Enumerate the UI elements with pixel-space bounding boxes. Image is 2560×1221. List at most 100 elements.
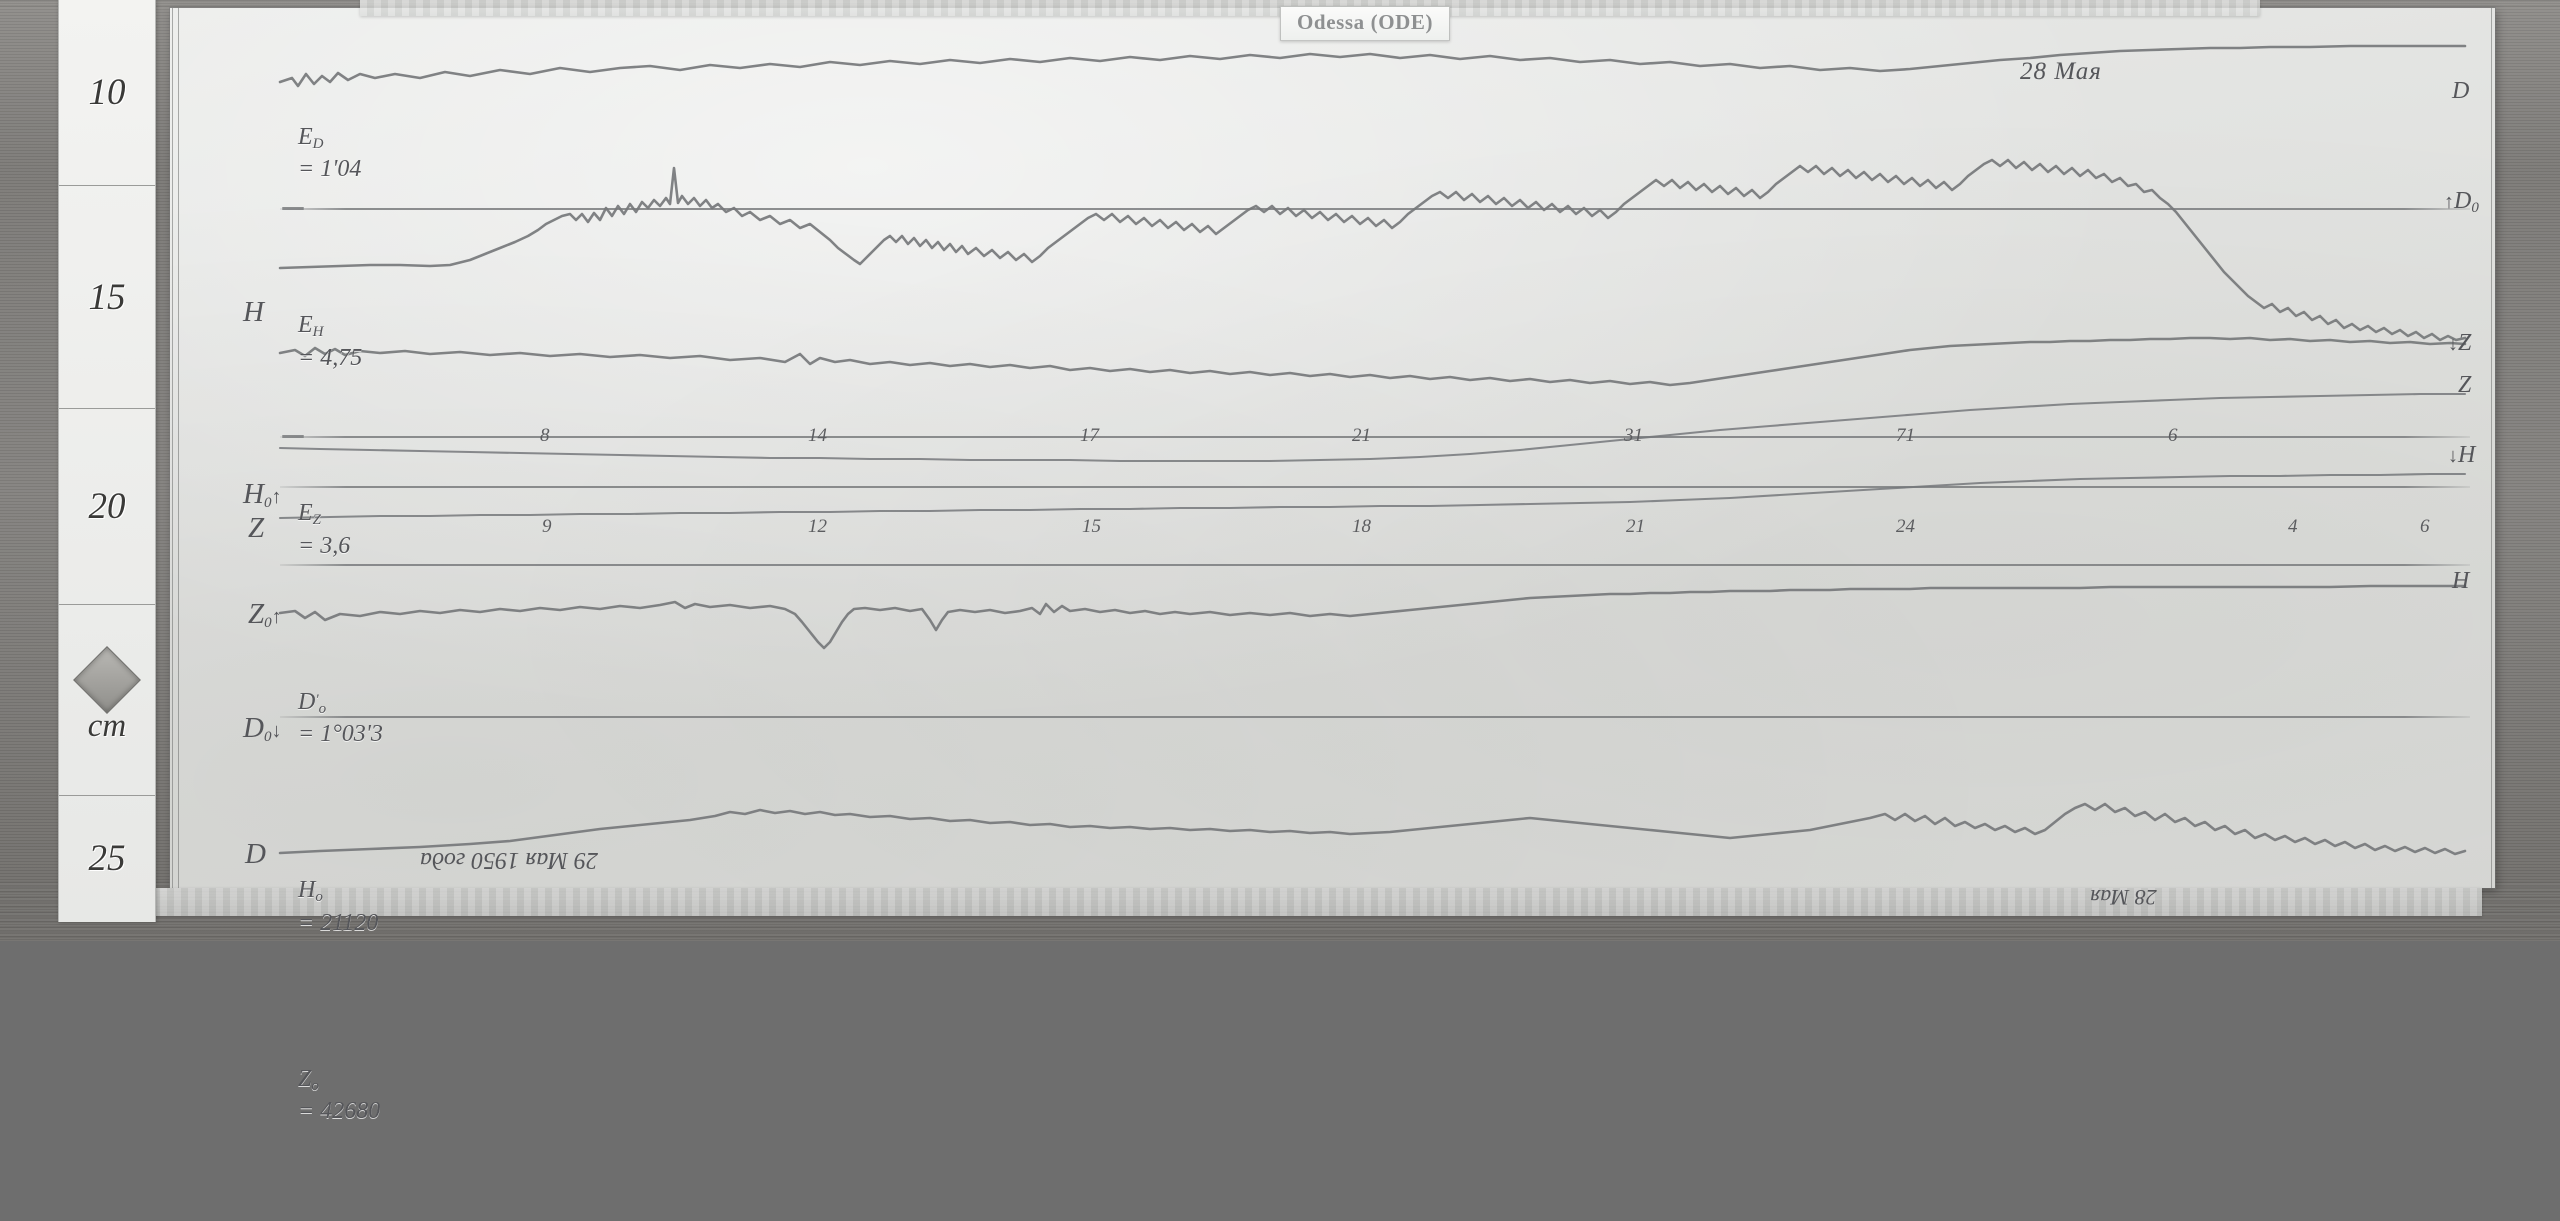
trace-label-D-text: D bbox=[245, 838, 266, 870]
calib-sub-EZ: Z bbox=[312, 512, 322, 529]
edge-label-D-text: D bbox=[2452, 78, 2470, 104]
baseline-H0 bbox=[280, 436, 2470, 438]
hour-tick-lower-1: 12 bbox=[808, 516, 827, 537]
trace-label-Z0-arrow: ↑ bbox=[271, 606, 282, 628]
edge-label-H-arrow: ↓ bbox=[2448, 445, 2458, 467]
pen-lift-mark-2 bbox=[282, 435, 304, 438]
edge-label-Z2: Z bbox=[2458, 372, 2471, 399]
hour-tick-lower-7: 6 bbox=[2420, 516, 2430, 537]
calib-sub-ED: D bbox=[312, 135, 324, 152]
calib-prime-D0: ' bbox=[315, 691, 319, 708]
edge-label-Z: ↓Z bbox=[2448, 330, 2471, 357]
bottom-date-note-right: 28 Мая bbox=[2090, 885, 2157, 910]
edge-label-D: D bbox=[2452, 78, 2469, 105]
calib-symbol-D0: D bbox=[298, 688, 316, 715]
calib-row-EH: EH = 4,75 bbox=[298, 312, 363, 371]
hour-tick-lower-2: 15 bbox=[1082, 516, 1101, 537]
hour-tick-lower-4: 21 bbox=[1626, 516, 1645, 537]
ruler-cell-20: 20 bbox=[59, 409, 155, 605]
hour-tick-lower-6: 4 bbox=[2288, 516, 2298, 537]
ruler-cell-15: 15 bbox=[59, 186, 155, 409]
calib-symbol-EZ: E bbox=[298, 500, 313, 527]
calib-symbol-ED: E bbox=[298, 123, 313, 150]
film-border-left bbox=[172, 8, 173, 888]
trace-label-Z0-text: Z bbox=[248, 598, 265, 630]
calib-value-Z0: 42680 bbox=[320, 1098, 381, 1125]
baseline-D0-low bbox=[280, 716, 2470, 718]
edge-label-D0-arrow: ↑ bbox=[2444, 191, 2454, 213]
scan-canvas: 10 15 20 cm 25 Odessa (ODE) ED = 1'04 EH… bbox=[0, 0, 2560, 1124]
station-id-label: Odessa (ODE) bbox=[1280, 6, 1451, 41]
ruler-label-25: 25 bbox=[88, 838, 126, 879]
trace-label-D0-text: D bbox=[243, 712, 264, 744]
calib-value-ED: 1'04 bbox=[320, 156, 362, 183]
hour-tick-upper-4: 31 bbox=[1624, 425, 1643, 446]
trace-label-Z-text: Z bbox=[248, 512, 265, 544]
trace-label-Z0-sub: 0 bbox=[264, 615, 272, 631]
calib-value-EZ: 3,6 bbox=[320, 532, 351, 559]
edge-label-H: ↓H bbox=[2448, 442, 2475, 469]
baseline-Z-ref bbox=[280, 486, 2470, 488]
pen-lift-mark-1 bbox=[282, 207, 304, 210]
baseline-Z0 bbox=[280, 564, 2470, 566]
edge-label-H-text: H bbox=[2458, 442, 2476, 468]
film-border-left2 bbox=[178, 8, 179, 888]
trace-label-H0-arrow: ↑ bbox=[271, 486, 282, 508]
ruler-label-20: 20 bbox=[88, 486, 126, 527]
ruler-cell-25: 25 bbox=[59, 796, 155, 921]
trace-label-Z0: Z0↑ bbox=[248, 598, 282, 632]
calib-sub-D0: o bbox=[318, 700, 327, 717]
trace-label-H0-sub: 0 bbox=[263, 495, 272, 511]
ruler-cell-unit: cm bbox=[59, 605, 155, 796]
edge-label-D0-sub: 0 bbox=[2471, 200, 2479, 216]
film-border-right bbox=[2491, 8, 2492, 888]
calib-sub-H0: o bbox=[315, 889, 323, 906]
edge-label-Z2-text: Z bbox=[2458, 372, 2472, 398]
hour-tick-upper-0: 8 bbox=[540, 425, 550, 446]
calib-sub-EH: H bbox=[312, 324, 324, 340]
trace-label-H0-text: H bbox=[243, 478, 264, 510]
calib-row-H0: Ho = 21120 bbox=[298, 877, 379, 936]
hour-tick-lower-5: 24 bbox=[1896, 516, 1915, 537]
calib-row-Z0: Zo = 42680 bbox=[298, 1065, 381, 1125]
calib-value-H0: 21120 bbox=[320, 909, 379, 936]
calib-row-ED: ED = 1'04 bbox=[298, 123, 362, 183]
hour-tick-upper-6: 6 bbox=[2168, 425, 2178, 446]
edge-label-Z-text: Z bbox=[2458, 330, 2472, 356]
trace-label-D: D bbox=[245, 838, 266, 871]
calib-symbol-Z0: Z bbox=[298, 1065, 312, 1092]
tape-strip-bottom bbox=[62, 888, 2482, 916]
hour-tick-lower-0: 9 bbox=[542, 516, 552, 537]
hour-tick-upper-3: 21 bbox=[1352, 425, 1371, 446]
calib-symbol-EH: E bbox=[298, 312, 313, 338]
hour-tick-lower-3: 18 bbox=[1352, 516, 1371, 537]
trace-layer bbox=[278, 44, 2467, 856]
trace-label-D0: D0↓ bbox=[243, 712, 281, 746]
bottom-date-note: 29 Мая 1950 года bbox=[420, 847, 598, 873]
hour-tick-upper-2: 17 bbox=[1080, 425, 1099, 446]
trace-label-D0-arrow: ↓ bbox=[271, 720, 282, 742]
calib-value-EH: 4,75 bbox=[320, 344, 363, 371]
ruler-cell-10: 10 bbox=[59, 0, 155, 186]
edge-label-Z-arrow: ↓ bbox=[2448, 333, 2458, 355]
ruler-label-cm: cm bbox=[87, 707, 127, 744]
trace-label-D0-sub: 0 bbox=[263, 729, 272, 745]
date-annotation: 28 Мая bbox=[2020, 58, 2102, 85]
magnetogram-sheet bbox=[170, 8, 2495, 888]
trace-label-H-text: H bbox=[243, 296, 264, 328]
observatory-emblem-icon bbox=[73, 645, 141, 714]
calib-symbol-H0: H bbox=[298, 877, 316, 904]
ruler-label-10: 10 bbox=[88, 72, 126, 113]
edge-label-D0: ↑D0 bbox=[2444, 188, 2479, 217]
measuring-ruler: 10 15 20 cm 25 bbox=[58, 0, 156, 922]
edge-label-H-lower-text: H bbox=[2452, 568, 2470, 594]
calib-value-D0: 1°03'3 bbox=[320, 721, 383, 748]
edge-label-D0-text: D bbox=[2454, 188, 2472, 214]
hour-tick-upper-5: 71 bbox=[1896, 425, 1915, 446]
trace-label-H0: H0↑ bbox=[243, 478, 281, 512]
calib-sub-Z0: o bbox=[311, 1077, 319, 1094]
calib-row-EZ: EZ = 3,6 bbox=[298, 500, 351, 559]
trace-label-H: H bbox=[243, 296, 264, 329]
ruler-label-15: 15 bbox=[88, 276, 126, 318]
trace-label-Z: Z bbox=[248, 512, 264, 545]
